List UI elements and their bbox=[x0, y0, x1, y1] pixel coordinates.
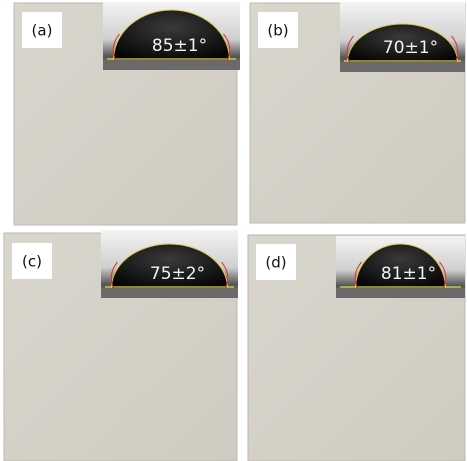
substrate bbox=[103, 60, 240, 70]
panel-label: (a) bbox=[32, 22, 53, 40]
panel-label: (d) bbox=[265, 254, 286, 272]
contact-angle: 70±1° bbox=[383, 38, 438, 58]
panel-label: (b) bbox=[267, 22, 288, 40]
contact-angle: 85±1° bbox=[152, 36, 207, 56]
contact-angle: 75±2° bbox=[150, 264, 205, 284]
substrate bbox=[340, 62, 465, 72]
substrate bbox=[101, 288, 238, 298]
panel-label: (c) bbox=[22, 253, 42, 271]
figure-canvas: (a) 85±1° (b) 70±1° (c) 75±2° (d) 81±1° bbox=[0, 0, 467, 461]
substrate bbox=[336, 288, 465, 298]
figure: (a) 85±1° (b) 70±1° (c) 75±2° (d) 81±1° bbox=[0, 0, 467, 461]
contact-angle: 81±1° bbox=[381, 264, 436, 284]
